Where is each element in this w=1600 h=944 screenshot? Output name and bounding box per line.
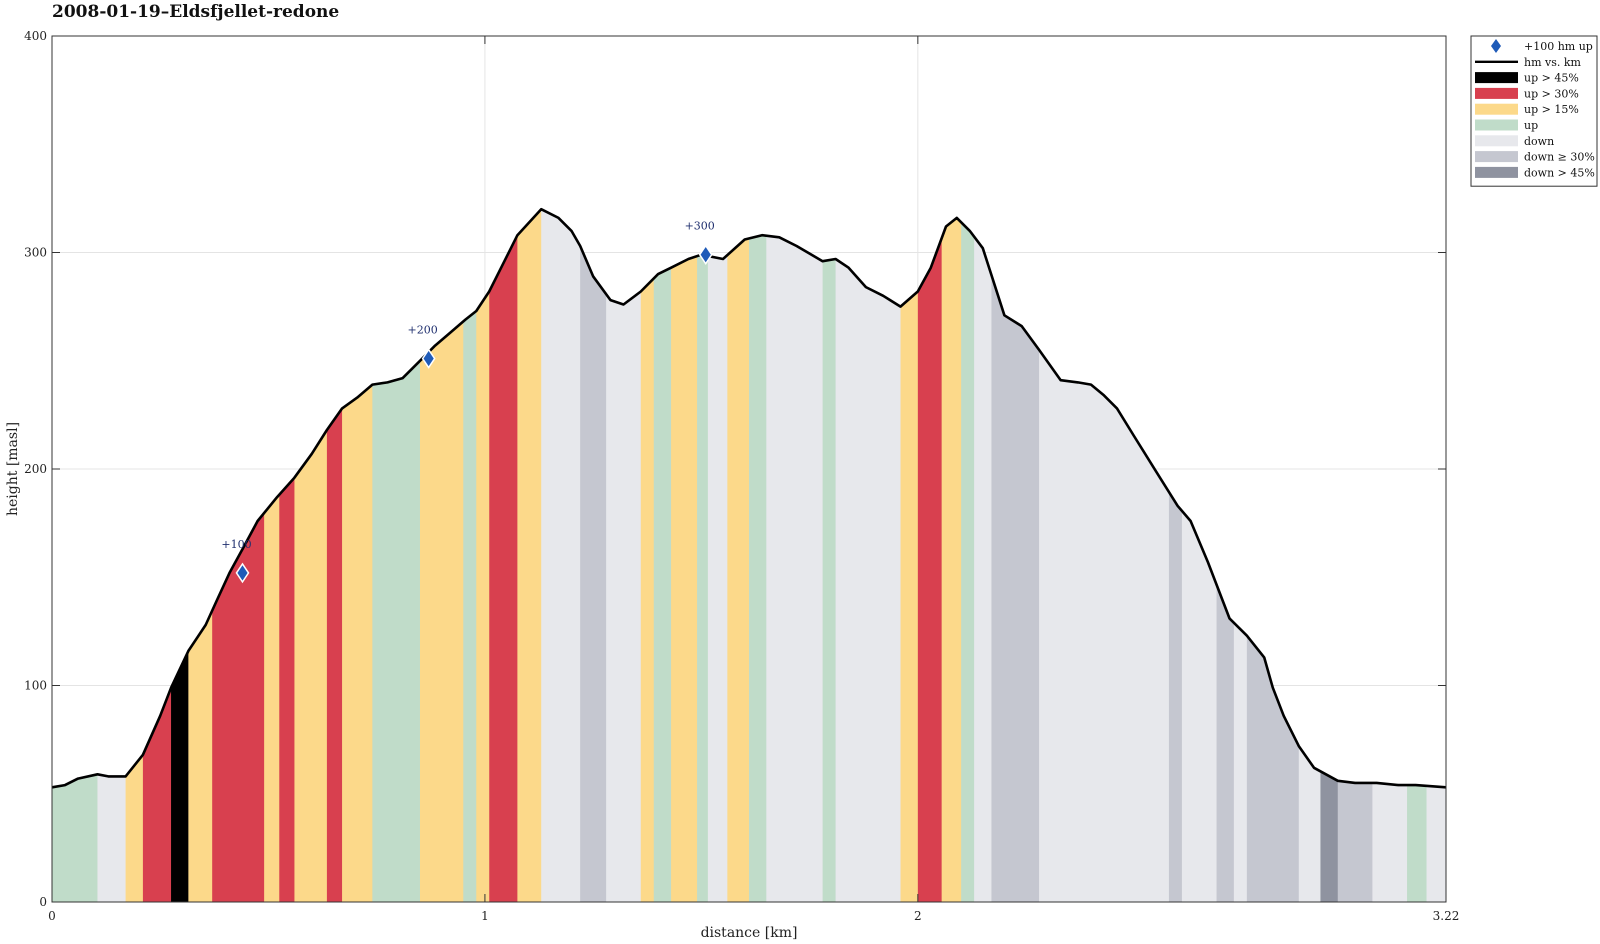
x-tick-label: 0 [48, 909, 56, 923]
y-tick-label: 400 [24, 29, 47, 43]
y-tick-label: 200 [24, 462, 47, 476]
segment-up [749, 209, 767, 902]
legend-label: down [1524, 135, 1554, 148]
segment-up-30 [326, 209, 343, 902]
segment-up-15 [419, 209, 464, 902]
legend-swatch-up [1475, 119, 1518, 131]
axis-ticks: 0 1 2 3.22 0 100 200 300 400 [24, 29, 1459, 923]
segment-down [766, 209, 824, 902]
x-tick-label: 1 [481, 909, 489, 923]
legend-label: up [1524, 119, 1538, 132]
segment-up-15 [941, 209, 962, 902]
y-tick-label: 100 [24, 679, 47, 693]
segment-up-30 [489, 209, 518, 902]
legend-swatch-down [1475, 135, 1518, 147]
segment-down [835, 209, 902, 902]
segment-up-15 [727, 209, 750, 902]
segment-down-30 [580, 209, 607, 902]
hm-markers: +100 +200 +300 [221, 220, 715, 584]
legend-label: up > 30% [1524, 87, 1579, 100]
legend-label: up > 45% [1524, 72, 1579, 85]
legend-label: down > 45% [1524, 166, 1595, 179]
segment-up-15 [900, 209, 919, 902]
legend-label: +100 hm up [1524, 40, 1593, 53]
segment-up-15 [476, 209, 490, 902]
segment-up [463, 209, 477, 902]
segment-down-30 [991, 209, 1040, 902]
segment-down [1039, 209, 1170, 902]
hm-marker [421, 348, 436, 369]
segment-down [974, 209, 992, 902]
segment-up [653, 209, 672, 902]
legend-swatch-up-45 [1475, 72, 1518, 84]
x-axis-label: distance [km] [701, 925, 798, 941]
chart-title: 2008-01-19–Eldsfjellet-redone [52, 2, 340, 22]
hm-marker [698, 244, 713, 266]
legend-swatch-up-30 [1475, 87, 1518, 99]
hm-marker [235, 562, 250, 584]
hm-marker-label: +100 [221, 538, 251, 551]
hm-marker-label: +200 [408, 324, 438, 337]
segment-down [541, 209, 581, 902]
y-axis-label: height [masl] [5, 422, 21, 516]
segment-up-15 [671, 209, 698, 902]
segment-down [707, 209, 728, 902]
x-tick-label: 3.22 [1433, 909, 1460, 923]
segment-down [606, 209, 642, 902]
segment-up [822, 209, 837, 902]
legend: +100 hm up hm vs. km up > 45% up > 30% up > … [1470, 35, 1598, 187]
legend-swatch-down-45 [1475, 166, 1518, 178]
legend-marker-swatch [1491, 39, 1501, 53]
segment-up-15 [517, 209, 542, 902]
legend-swatch-up-15 [1475, 103, 1518, 115]
segment-up-15 [640, 209, 655, 902]
y-tick-label: 0 [39, 895, 47, 909]
segment-up [697, 209, 709, 902]
legend-swatch-down-30 [1475, 151, 1518, 163]
segment-up-15 [342, 209, 373, 902]
legend-label: up > 15% [1524, 103, 1579, 116]
segment-up-30 [917, 209, 943, 902]
y-tick-label: 300 [24, 246, 47, 260]
legend-label: down ≥ 30% [1524, 151, 1595, 164]
segment-up [372, 209, 421, 902]
segment-up [961, 209, 975, 902]
hm-marker-label: +300 [685, 220, 715, 233]
x-tick-label: 2 [914, 909, 922, 923]
legend-label: hm vs. km [1524, 56, 1582, 69]
